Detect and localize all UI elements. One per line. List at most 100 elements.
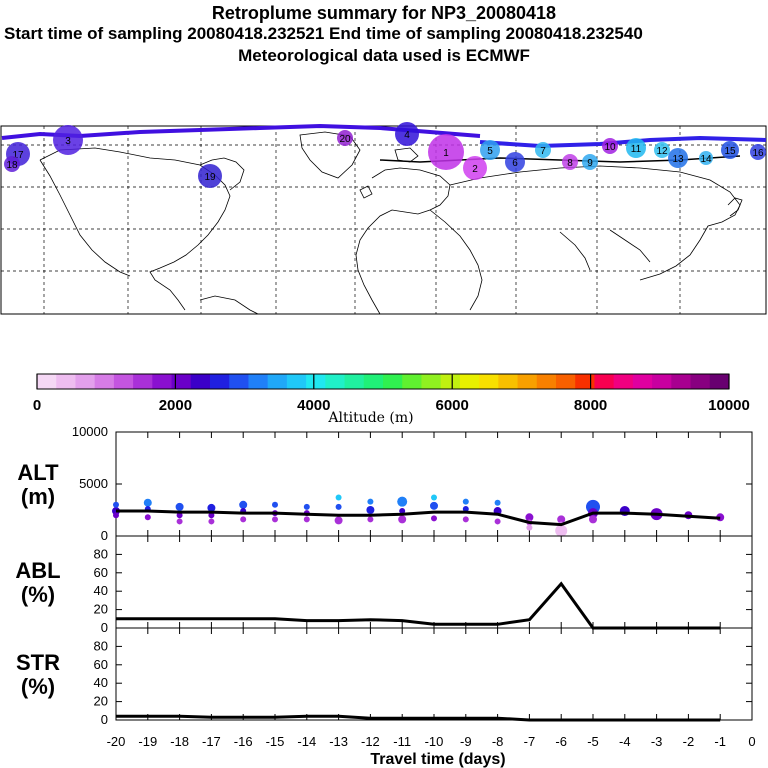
x-tick-label: -14: [297, 734, 316, 749]
colorbar-title: Altitude (m): [327, 410, 413, 426]
y-tick-label: 60: [94, 657, 108, 672]
y-tick-label: 0: [101, 528, 108, 543]
x-tick-label: -17: [202, 734, 221, 749]
abl-series-line: [116, 581, 721, 630]
colorbar-cell: [613, 374, 634, 389]
cluster-point: [208, 518, 215, 525]
cluster-point: [367, 516, 374, 523]
map-marker: [480, 140, 500, 160]
cluster-point: [494, 499, 501, 506]
map-marker: [602, 138, 618, 154]
cluster-point: [525, 513, 534, 522]
x-tick-label: -11: [393, 734, 411, 749]
cluster-point: [335, 494, 342, 501]
map-marker: [505, 152, 525, 172]
colorbar-cell: [383, 374, 403, 389]
x-tick-label: -15: [266, 734, 285, 749]
cluster-point: [431, 494, 437, 501]
cluster-point: [207, 503, 216, 512]
cluster-point: [272, 516, 278, 523]
colorbar-tick-label: 6000: [436, 397, 469, 414]
map-marker: [582, 154, 598, 170]
x-tick-label: 0: [748, 734, 755, 749]
panel-alt: 0 5000 10000 ALT(m): [17, 424, 753, 543]
x-tick-label: -5: [587, 734, 599, 749]
x-tick-label: -18: [170, 734, 189, 749]
cluster-point: [462, 498, 469, 505]
colorbar-cell: [632, 374, 653, 389]
colorbar-cell: [652, 374, 672, 389]
map-marker-label: 1: [443, 148, 449, 159]
x-tick-label: -19: [138, 734, 157, 749]
cluster-point: [303, 516, 310, 523]
colorbar-cell: [37, 374, 57, 389]
map-marker: [395, 122, 419, 146]
map-marker: [626, 138, 646, 158]
chart-title: Retroplume summary for NP3_20080418: [211, 3, 557, 23]
cluster-point: [239, 500, 248, 509]
cluster-point: [175, 502, 184, 511]
cluster-point: [462, 505, 469, 512]
cluster-point: [335, 503, 342, 510]
x-tick-label: -2: [683, 734, 695, 749]
y-tick-label: 0: [101, 620, 108, 635]
cluster-point: [557, 515, 566, 524]
colorbar-cell: [690, 374, 711, 389]
alt-series-line: [116, 509, 721, 527]
x-tick-label: -1: [714, 734, 726, 749]
map-marker-label: 9: [587, 158, 593, 169]
colorbar-cell: [421, 374, 442, 389]
map-frame: [0, 125, 767, 315]
colorbar-cell: [94, 374, 115, 389]
map-marker: [721, 141, 739, 159]
colorbar-cell: [363, 374, 384, 389]
y-tick-label: 80: [94, 546, 108, 561]
colorbar-cell: [248, 374, 269, 389]
colorbar-cell: [210, 374, 230, 389]
x-tick-label: -13: [329, 734, 348, 749]
map-marker: [4, 156, 20, 172]
colorbar-cell: [133, 374, 153, 389]
colorbar-cell: [344, 374, 365, 389]
cluster-point: [144, 514, 151, 521]
map-marker-label: 7: [540, 146, 546, 157]
cluster-point: [272, 501, 278, 508]
cluster-point: [113, 512, 119, 519]
colorbar-cell: [440, 374, 461, 389]
y-tick-label: 20: [94, 694, 108, 709]
map-marker-label: 13: [672, 154, 684, 165]
y-tick-label: 20: [94, 602, 108, 617]
colorbar-cell: [479, 374, 499, 389]
cluster-point: [430, 501, 438, 510]
map-marker-label: 16: [752, 148, 764, 159]
colorbar-cell: [459, 374, 480, 389]
cluster-point: [399, 508, 406, 515]
colorbar-cell: [402, 374, 422, 389]
map-marker-label: 6: [512, 158, 518, 169]
cluster-point: [589, 515, 597, 524]
panel-frame: [115, 627, 753, 721]
colorbar-tick-label: 10000: [708, 397, 750, 414]
cluster-point: [303, 503, 310, 510]
cluster-point: [494, 518, 501, 525]
map-marker-label: 8: [567, 158, 573, 169]
colorbar-tick-label: 2000: [159, 397, 192, 414]
map-marker: [535, 142, 551, 158]
panel-label: ALT: [17, 460, 59, 485]
map-marker-label: 12: [656, 146, 668, 157]
colorbar-tick-label: 4000: [297, 397, 330, 414]
x-tick-label: -8: [492, 734, 504, 749]
colorbar-cells: [37, 374, 730, 389]
colorbar-cell: [709, 374, 730, 389]
map-marker-label: 18: [6, 160, 18, 171]
map-marker-label: 20: [339, 134, 351, 145]
map-marker: [428, 134, 464, 170]
x-tick-label: -3: [651, 734, 663, 749]
map-marker: [562, 154, 578, 170]
cluster-point: [397, 496, 408, 507]
map-marker-label: 2: [472, 164, 478, 175]
map-marker-label: 17: [12, 150, 24, 161]
map-marker-label: 5: [487, 146, 493, 157]
colorbar-cell: [517, 374, 538, 389]
